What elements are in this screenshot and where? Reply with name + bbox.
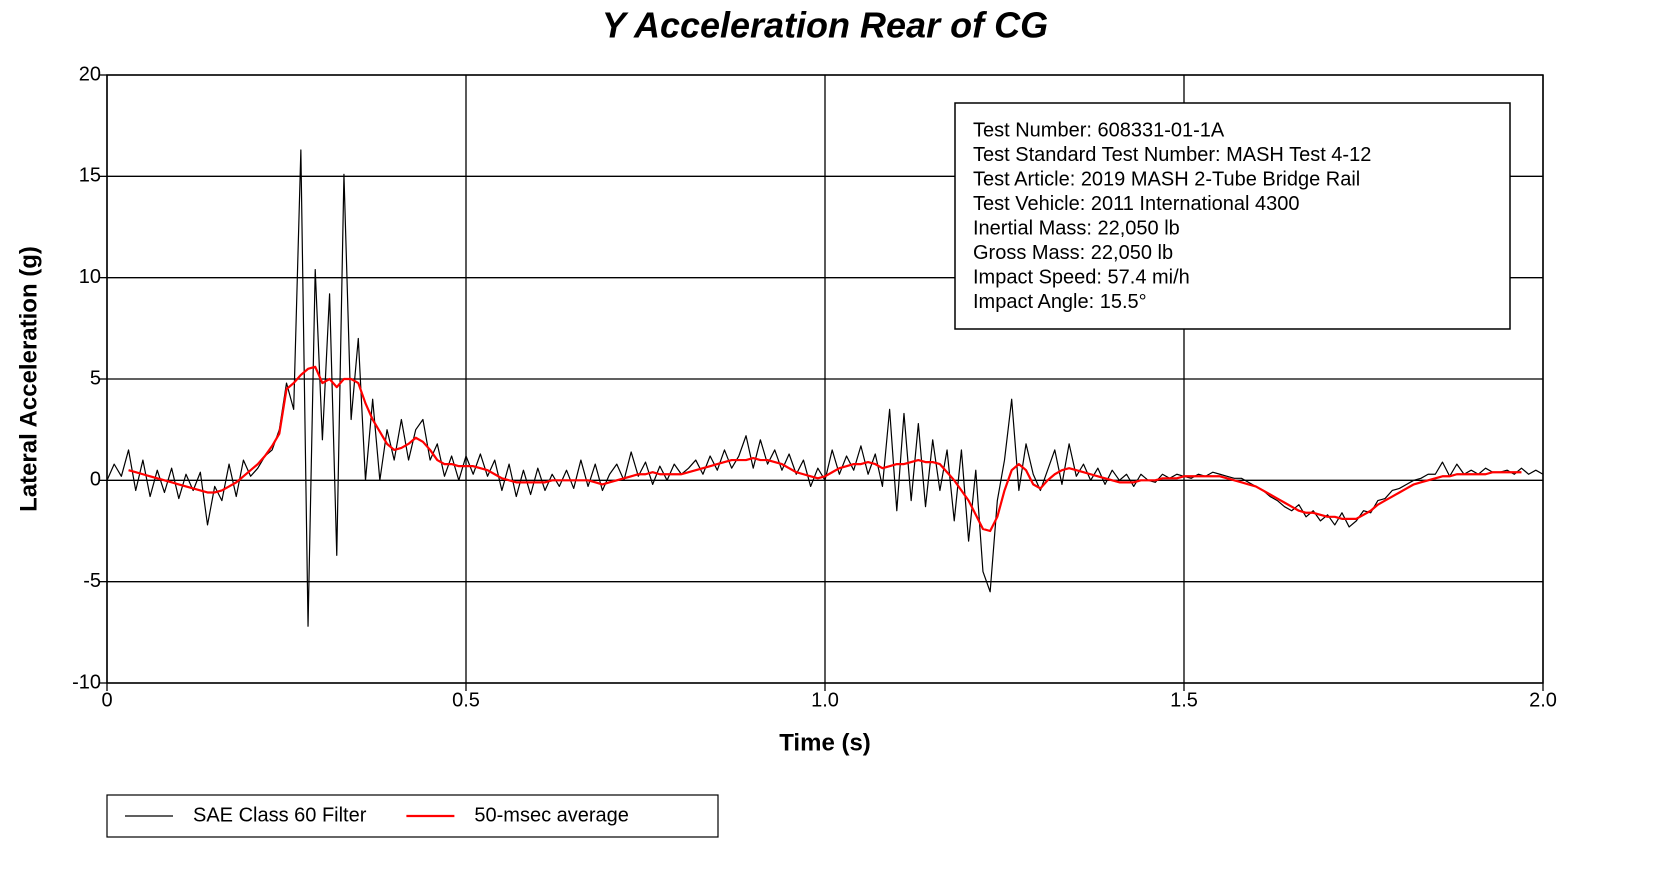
y-tick-label: 5 [90, 367, 101, 389]
x-tick-label: 0 [101, 689, 112, 711]
y-tick-label: 15 [79, 165, 101, 187]
y-tick-label: 20 [79, 63, 101, 85]
y-tick-label: -5 [83, 570, 101, 592]
x-tick-label: 2.0 [1529, 689, 1557, 711]
annotation-line: Test Article: 2019 MASH 2-Tube Bridge Ra… [973, 168, 1360, 190]
x-tick-label: 1.5 [1170, 689, 1198, 711]
series-line [128, 365, 1522, 533]
y-axis-label: Lateral Acceleration (g) [15, 246, 42, 512]
annotation-line: Test Number: 608331-01-1A [973, 119, 1225, 141]
annotation-line: Impact Angle: 15.5° [973, 291, 1147, 313]
y-tick-label: 0 [90, 469, 101, 491]
chart-title: Y Acceleration Rear of CG [602, 5, 1048, 46]
legend-label: 50-msec average [474, 804, 629, 826]
annotation-line: Inertial Mass: 22,050 lb [973, 217, 1180, 239]
x-tick-label: 1.0 [811, 689, 839, 711]
annotation-line: Impact Speed: 57.4 mi/h [973, 266, 1190, 288]
x-axis-label: Time (s) [779, 729, 871, 756]
annotation-line: Gross Mass: 22,050 lb [973, 242, 1173, 264]
y-tick-label: -10 [72, 671, 101, 693]
plot-frame [106, 74, 1544, 684]
annotation-box [954, 102, 1511, 330]
annotation-line: Test Standard Test Number: MASH Test 4-1… [973, 144, 1371, 166]
y-tick-label: 10 [79, 266, 101, 288]
legend-label: SAE Class 60 Filter [193, 804, 367, 826]
annotation-line: Test Vehicle: 2011 International 4300 [973, 193, 1300, 215]
x-tick-label: 0.5 [452, 689, 480, 711]
